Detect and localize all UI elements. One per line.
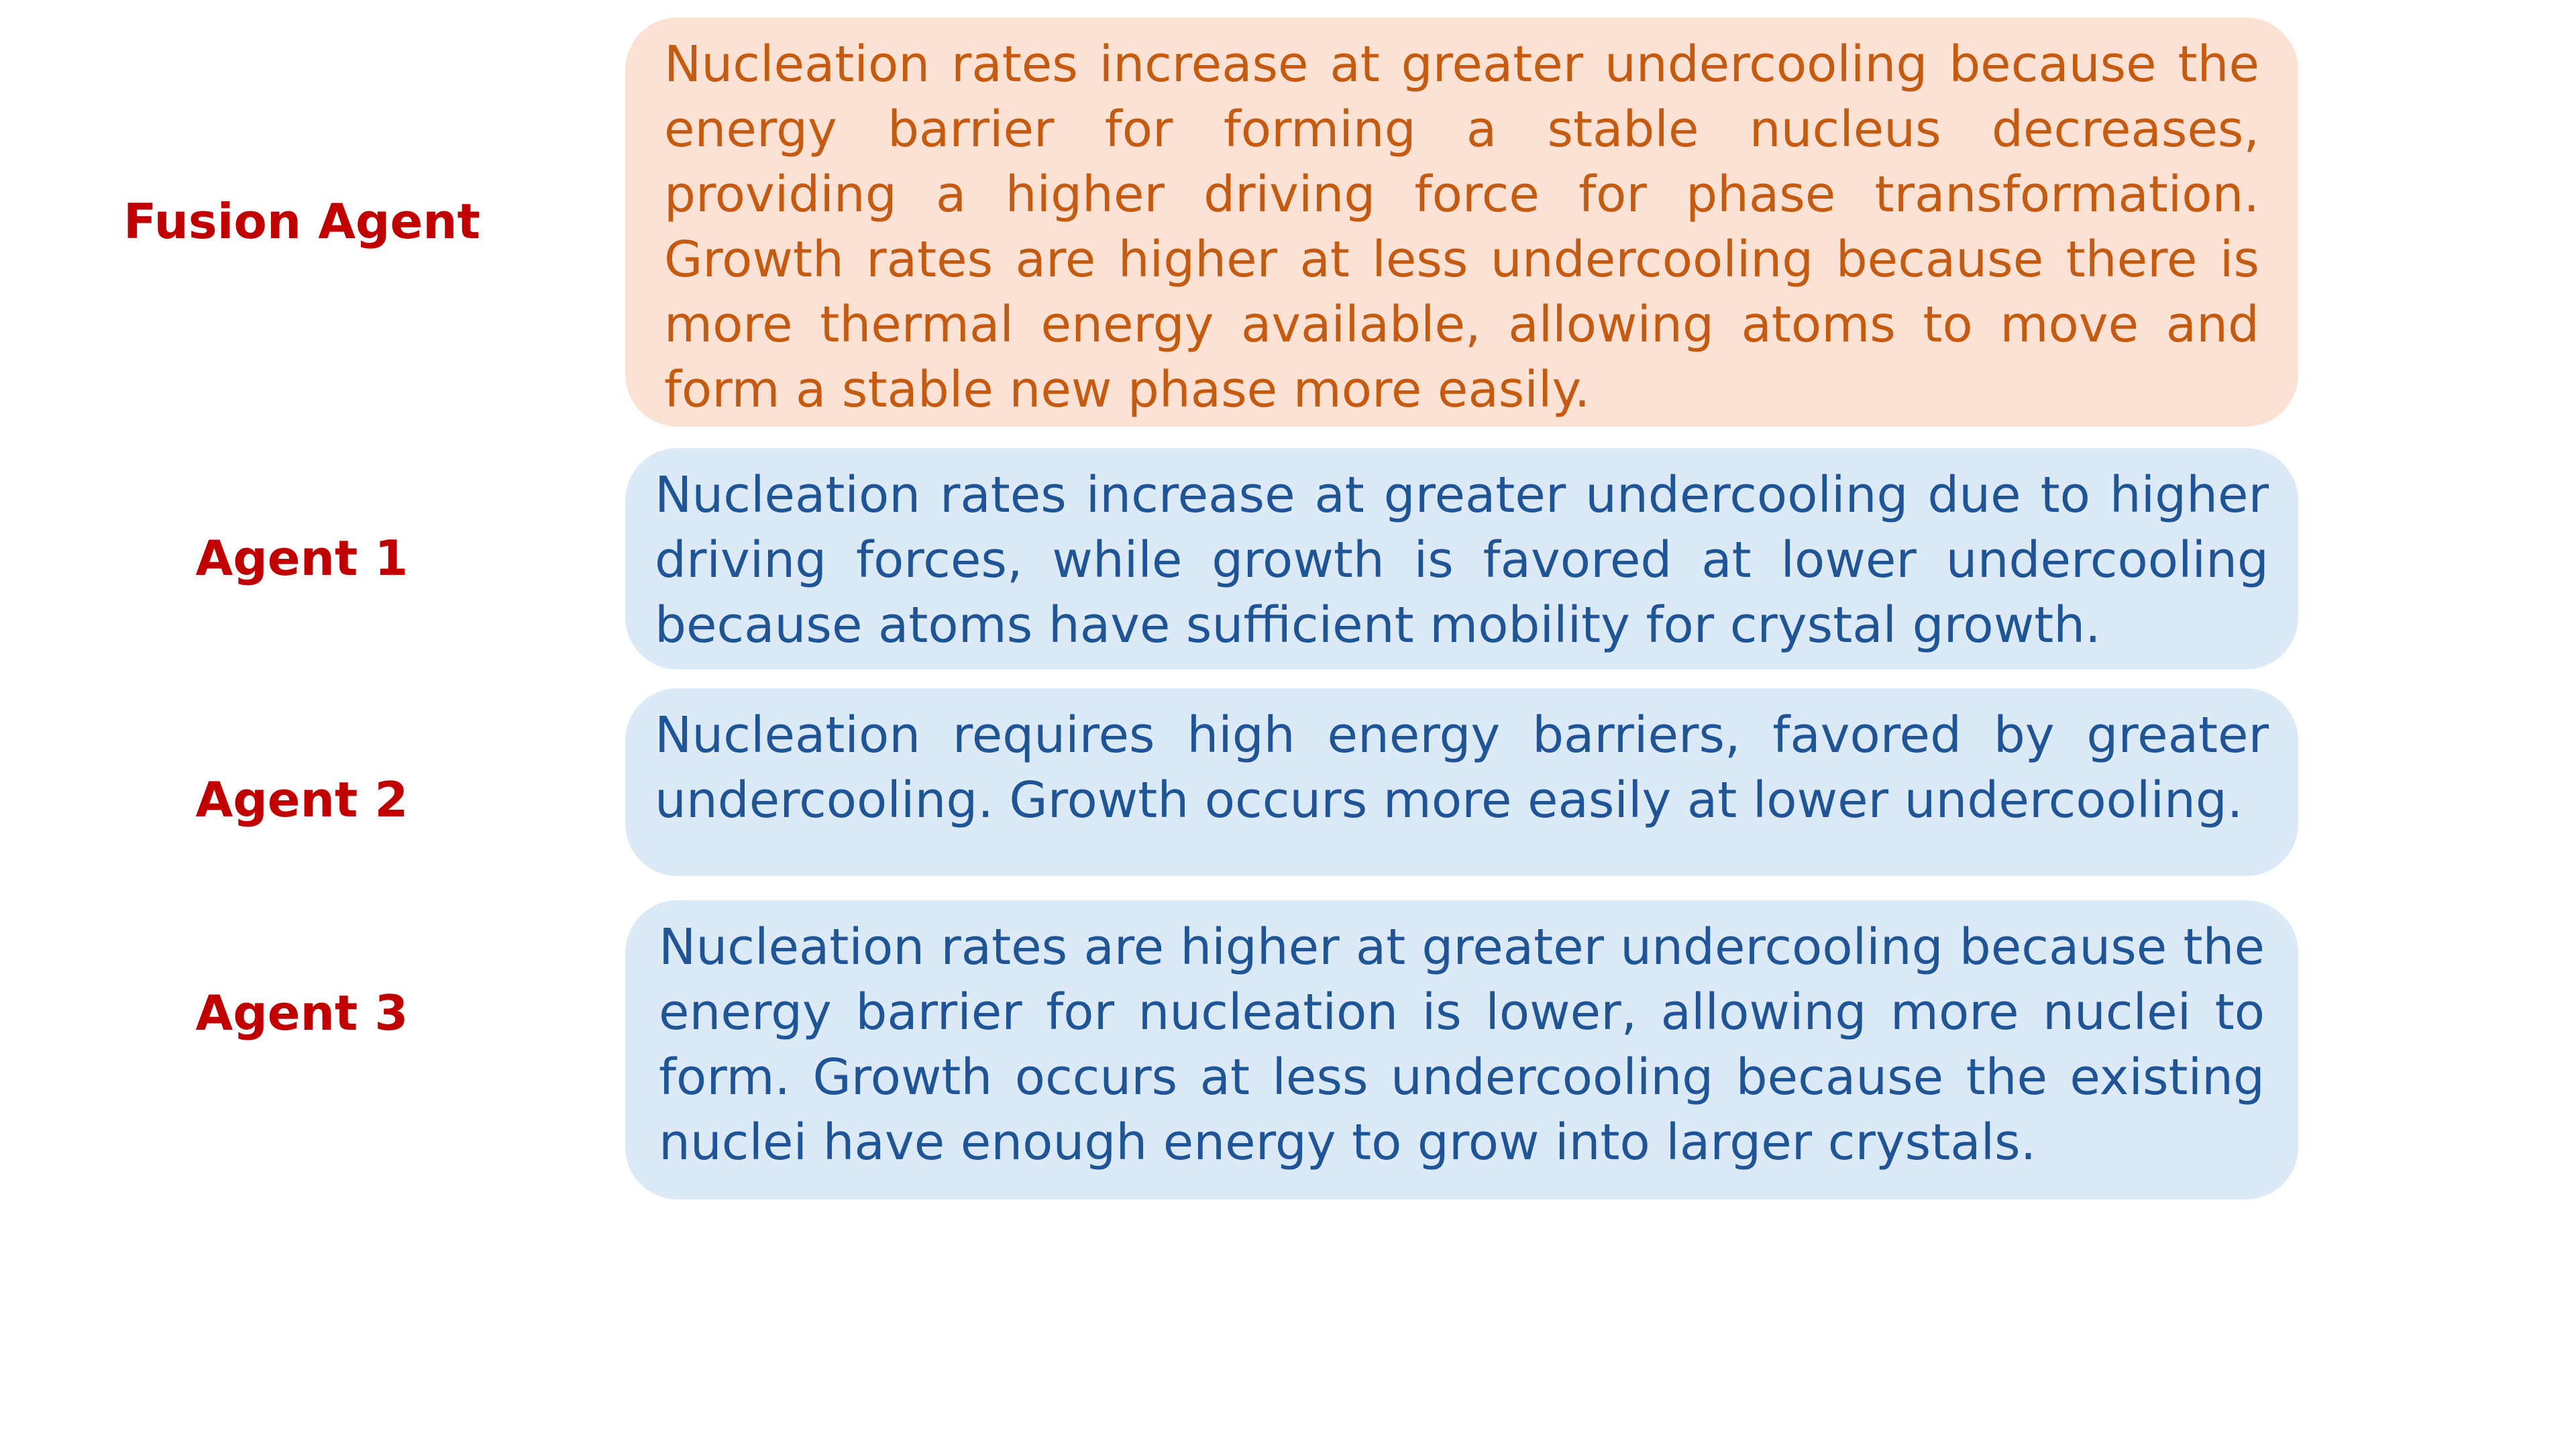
agent-1-label: Agent 1 bbox=[195, 530, 409, 586]
fusion-agent-response-box: Nucleation rates increase at greater und… bbox=[625, 17, 2298, 427]
agent-2-response-box: Nucleation requires high energy barriers… bbox=[625, 688, 2298, 876]
agent-1-response-box: Nucleation rates increase at greater und… bbox=[625, 448, 2298, 669]
agent-3-label: Agent 3 bbox=[195, 985, 409, 1041]
fusion-agent-response-text: Nucleation rates increase at greater und… bbox=[664, 36, 2259, 419]
agent-3-response-text: Nucleation rates are higher at greater u… bbox=[659, 918, 2265, 1171]
agent-3-response-box: Nucleation rates are higher at greater u… bbox=[625, 900, 2298, 1199]
fusion-agent-label: Fusion Agent bbox=[123, 193, 480, 250]
agent-2-label: Agent 2 bbox=[195, 771, 409, 828]
agent-2-response-text: Nucleation requires high energy barriers… bbox=[655, 706, 2269, 829]
agent-1-response-text: Nucleation rates increase at greater und… bbox=[655, 466, 2269, 654]
